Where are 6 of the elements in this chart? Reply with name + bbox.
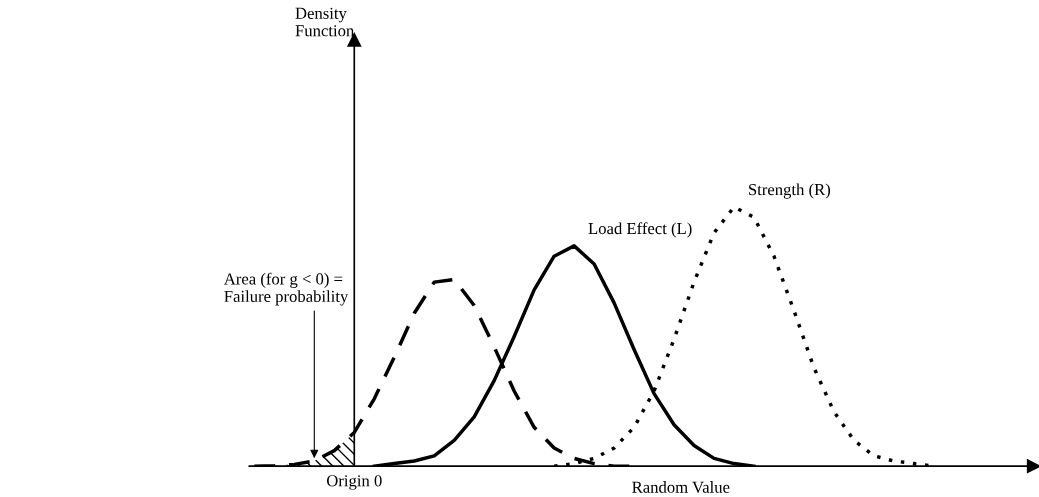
series-label: Strength (R) (749, 183, 831, 199)
series-label: Load Effect (L) (588, 222, 692, 238)
annotation: Area (for g < 0) = Failure probability (223, 272, 349, 306)
x-axis-title: Random Value (632, 481, 730, 493)
text: Density Function (295, 7, 355, 37)
text: Origin 0 (326, 475, 382, 490)
